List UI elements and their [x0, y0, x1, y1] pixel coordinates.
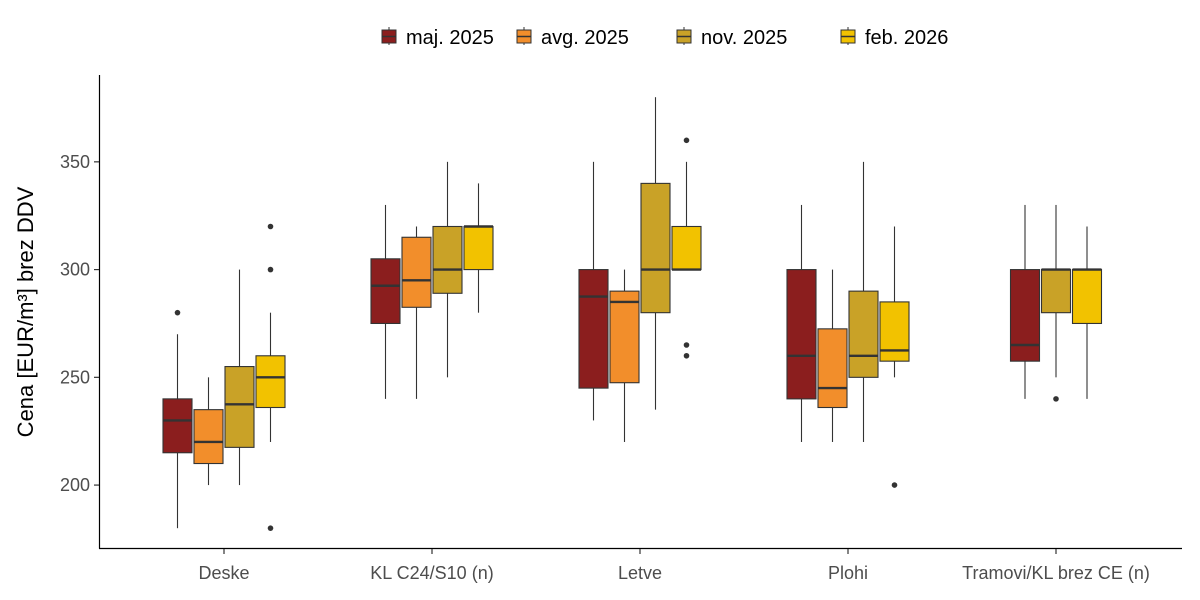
outlier-point: [267, 525, 274, 531]
box-iqr: [786, 269, 817, 400]
box-maj-2025: [370, 204, 401, 399]
box-maj-2025: [578, 161, 609, 421]
boxes: [162, 97, 1103, 531]
outlier-point: [174, 309, 181, 316]
box-iqr: [1071, 269, 1103, 325]
outlier-point: [683, 137, 690, 144]
legend-item: avg. 2025: [516, 27, 629, 49]
y-axis-label: Cena [EUR/m³] brez DDV: [13, 186, 38, 437]
box-iqr: [879, 301, 910, 362]
box-iqr: [1040, 269, 1072, 314]
legend-label: maj. 2025: [406, 27, 494, 49]
box-iqr: [671, 225, 702, 271]
box-avg-2025: [817, 269, 848, 442]
box-avg-2025: [401, 226, 432, 399]
box-iqr: [463, 225, 494, 271]
box-feb-2026: [671, 137, 702, 359]
box-iqr: [1009, 269, 1041, 362]
x-tick-label: Plohi: [828, 563, 868, 583]
y-tick-label: 250: [60, 367, 90, 387]
box-maj-2025: [1009, 204, 1041, 399]
y-ticks: 200 250 300 350: [60, 152, 99, 495]
legend-label: feb. 2026: [865, 27, 948, 49]
box-feb-2026: [463, 183, 494, 313]
box-maj-2025: [162, 309, 193, 529]
outlier-point: [1053, 396, 1059, 402]
y-tick-label: 300: [60, 260, 90, 280]
box-feb-2026: [255, 223, 286, 531]
legend-label: avg. 2025: [541, 27, 629, 49]
box-iqr: [255, 355, 286, 409]
box-avg-2025: [193, 377, 224, 486]
box-iqr: [162, 398, 193, 454]
x-tick-label: Tramovi/KL brez CE (n): [962, 563, 1150, 583]
x-tick-label: Letve: [618, 563, 662, 583]
box-iqr: [193, 409, 224, 465]
legend-item: nov. 2025: [676, 27, 787, 49]
box-feb-2026: [1071, 226, 1103, 399]
outlier-point: [683, 352, 690, 359]
outlier-point: [267, 266, 274, 273]
legend-item: maj. 2025: [381, 27, 494, 49]
outlier-point: [891, 482, 898, 488]
box-avg-2025: [609, 269, 640, 442]
box-nov-2025: [640, 97, 671, 410]
outlier-point: [267, 223, 274, 230]
x-tick-label: KL C24/S10 (n): [370, 563, 493, 583]
y-tick-label: 200: [60, 475, 90, 495]
y-tick-label: 350: [60, 152, 90, 172]
box-iqr: [640, 182, 671, 314]
box-iqr: [224, 366, 255, 448]
box-iqr: [432, 225, 463, 294]
box-iqr: [578, 269, 609, 389]
box-iqr: [401, 236, 432, 308]
box-iqr: [370, 258, 401, 325]
box-nov-2025: [848, 161, 879, 442]
box-iqr: [817, 328, 848, 409]
box-nov-2025: [432, 161, 463, 378]
outlier-point: [683, 342, 690, 348]
legend-label: nov. 2025: [701, 27, 787, 49]
legend-item: feb. 2026: [840, 27, 948, 49]
legend: maj. 2025 avg. 2025 nov. 2025 feb. 2026: [381, 27, 948, 49]
x-ticks: Deske KL C24/S10 (n) Letve Plohi Tramovi/KL …: [198, 549, 1150, 583]
x-tick-label: Deske: [198, 563, 249, 583]
box-nov-2025: [224, 269, 255, 486]
box-maj-2025: [786, 204, 817, 442]
box-iqr: [848, 290, 879, 378]
box-nov-2025: [1040, 204, 1072, 402]
box-feb-2026: [879, 226, 910, 488]
box-iqr: [609, 290, 640, 384]
